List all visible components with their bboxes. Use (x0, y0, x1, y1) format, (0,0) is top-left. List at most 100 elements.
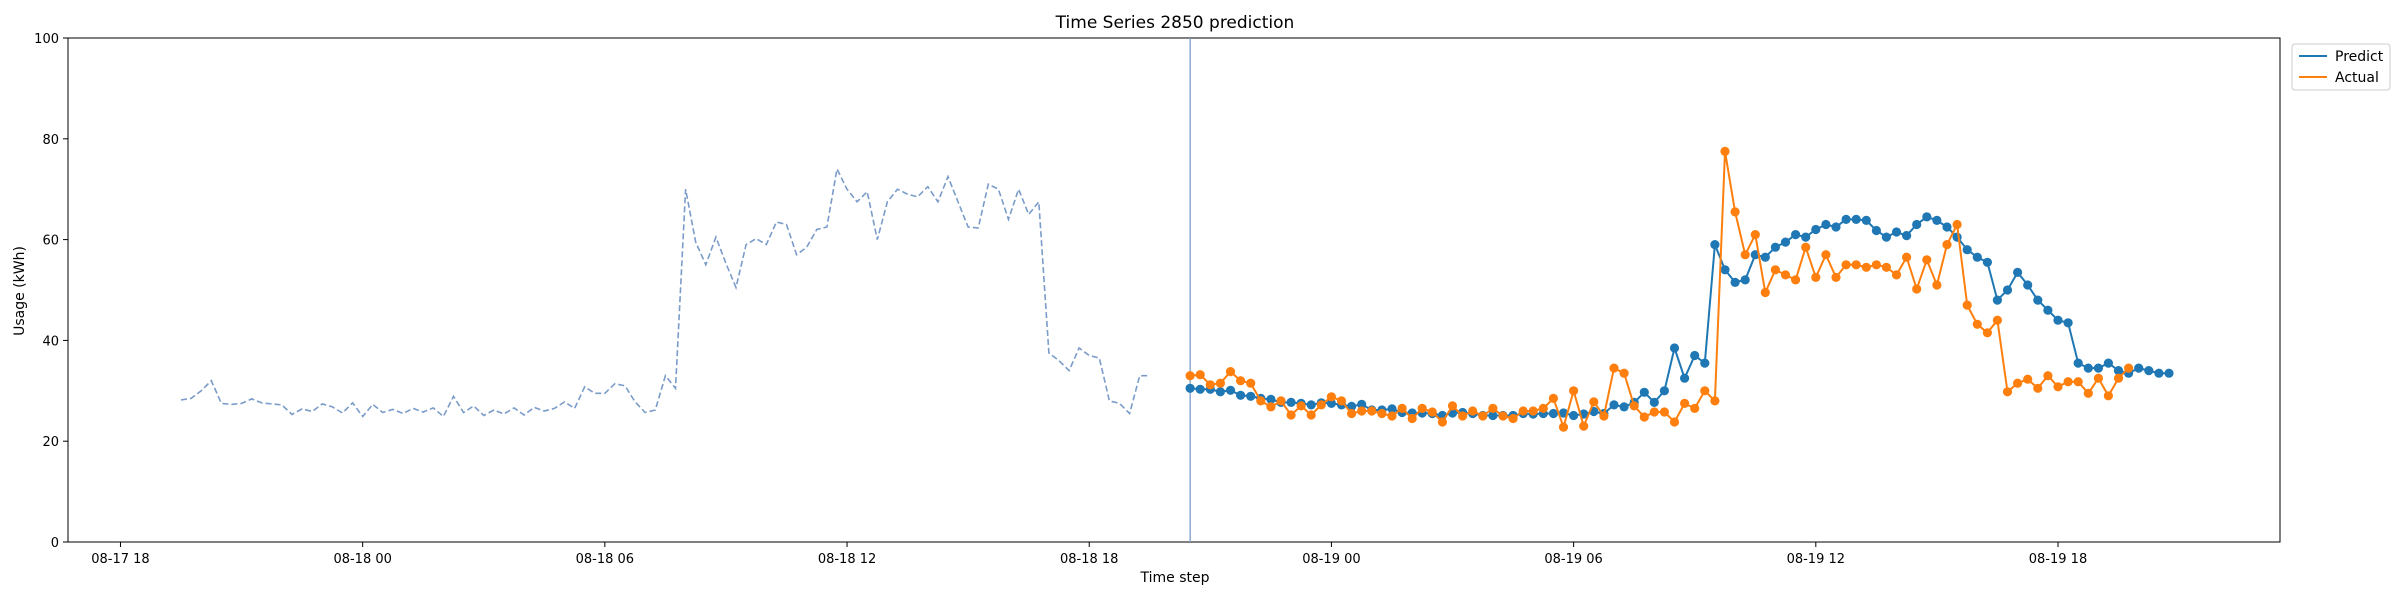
actual-point (1579, 421, 1589, 431)
y-tick-label: 40 (42, 334, 59, 349)
actual-point (1881, 262, 1891, 272)
predict-point (1972, 252, 1982, 262)
actual-point (1195, 370, 1205, 380)
predict-point (1891, 227, 1902, 237)
predict-point (1659, 386, 1669, 396)
predict-point (1185, 383, 1195, 393)
predict-point (2033, 295, 2043, 305)
series-layer (180, 38, 2174, 542)
actual-point (1286, 410, 1296, 420)
predict-point (1690, 350, 1700, 361)
actual-point (1528, 406, 1538, 416)
predict-point (2043, 305, 2053, 315)
predict-point (1861, 215, 1871, 225)
predict-point (1770, 242, 1780, 252)
actual-point (1740, 250, 1750, 260)
actual-point (1508, 413, 1518, 424)
actual-point (2013, 378, 2023, 388)
predict-point (1720, 265, 1730, 275)
axes: 0 20 40 60 80 100 08-17 18 08-18 00 08-18 06 08-1… (34, 32, 2281, 567)
actual-point (1730, 207, 1740, 217)
predict-point (1195, 384, 1205, 394)
legend-label-predict: Predict (2335, 49, 2384, 65)
predict-point (1246, 391, 1256, 401)
actual-point (1589, 397, 1599, 407)
x-axis-label: Time step (1140, 570, 1210, 586)
actual-point (1276, 396, 1286, 406)
actual-point (1942, 240, 1952, 250)
actual-point (2002, 387, 2013, 397)
actual-point (2124, 363, 2134, 373)
predict-point (1740, 275, 1750, 285)
actual-point (2113, 373, 2124, 383)
actual-point (2023, 374, 2033, 384)
actual-point (2073, 377, 2083, 387)
predict-point (2083, 363, 2093, 373)
actual-point (1447, 401, 1458, 411)
actual-point (1801, 242, 1811, 252)
predict-point (2164, 368, 2174, 378)
y-axis-label: Usage (kWh) (12, 246, 28, 336)
actual-point (1902, 252, 1912, 262)
y-tick-label: 20 (42, 435, 59, 450)
predict-point (1902, 231, 1912, 241)
actual-point (1599, 411, 1609, 421)
predict-point (1942, 222, 1952, 232)
actual-point (1336, 396, 1347, 406)
predict-point (2063, 318, 2073, 328)
actual-point (1185, 371, 1195, 381)
actual-point (1760, 287, 1770, 298)
actual-point (1871, 260, 1881, 270)
actual-point (1569, 386, 1579, 396)
x-tick-label: 08-17 18 (91, 552, 149, 567)
actual-point (1609, 363, 1619, 373)
predict-point (1548, 408, 1558, 419)
actual-point (1912, 284, 1922, 294)
predict-point (1326, 398, 1336, 408)
predict-point (1236, 390, 1246, 400)
predict-point (1569, 410, 1579, 421)
actual-point (1215, 378, 1225, 388)
x-tick-label: 08-19 12 (1787, 552, 1845, 567)
actual-point (1821, 250, 1831, 260)
actual-point (1619, 368, 1629, 378)
actual-point (1417, 403, 1427, 413)
predict-point (1387, 404, 1397, 414)
predict-point (1266, 394, 1276, 404)
actual-point (1357, 406, 1367, 416)
actual-point (1962, 300, 1972, 310)
actual-point (1407, 413, 1417, 424)
predict-point (1952, 232, 1962, 242)
actual-point (1669, 417, 1680, 427)
predict-point (2013, 267, 2023, 277)
predict-point (1780, 237, 1791, 247)
actual-point (1246, 378, 1256, 388)
actual-point (2033, 383, 2043, 393)
predict-point (1851, 214, 1861, 224)
x-tick-label: 08-19 18 (2029, 552, 2087, 567)
x-tick-label: 08-18 18 (1060, 552, 1118, 567)
actual-point (1780, 270, 1791, 280)
history-line (180, 166, 1150, 418)
predict-point (1962, 245, 1972, 255)
predict-point (2113, 366, 2124, 376)
actual-point (1952, 219, 1962, 230)
plot-frame (67, 37, 2281, 543)
actual-point (1639, 412, 1649, 422)
actual-line (1190, 151, 2130, 431)
actual-point (1690, 403, 1700, 413)
actual-point (1326, 392, 1336, 402)
predict-point (1841, 214, 1851, 224)
y-tick-label: 60 (42, 234, 59, 249)
predict-point (1912, 219, 1922, 230)
actual-point (2093, 373, 2103, 383)
actual-point (1932, 280, 1942, 290)
actual-point (1225, 367, 1236, 377)
x-tick-label: 08-19 00 (1302, 552, 1360, 567)
actual-point (1629, 401, 1639, 411)
actual-point (1720, 146, 1730, 156)
x-tick-label: 08-18 06 (576, 552, 634, 567)
actual-point (1377, 408, 1387, 419)
actual-point (2053, 382, 2063, 392)
